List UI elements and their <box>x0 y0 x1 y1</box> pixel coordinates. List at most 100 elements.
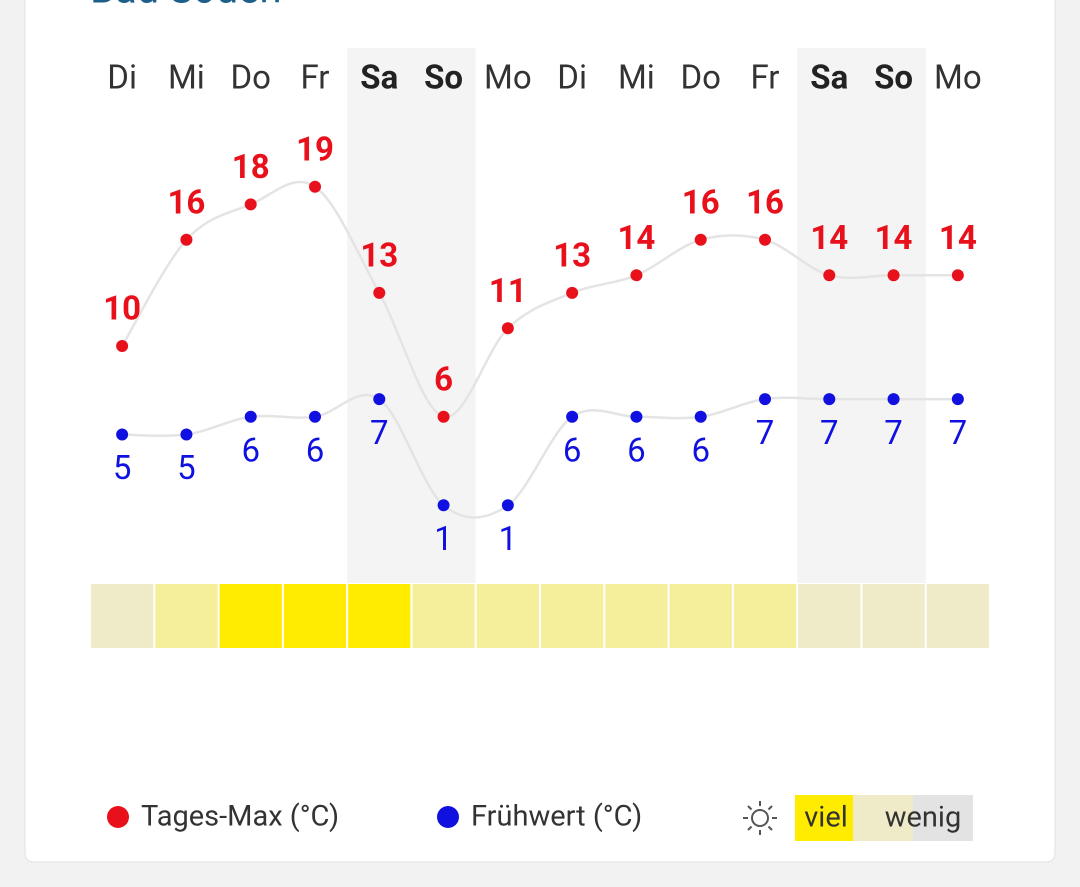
data-point <box>116 428 129 441</box>
data-point <box>630 410 643 423</box>
data-label: 1 <box>499 520 518 559</box>
data-point <box>244 410 257 423</box>
x-tick-label: Do <box>680 59 720 98</box>
x-tick-label: Mo <box>934 59 982 98</box>
data-point <box>823 269 836 282</box>
sunshine-cell <box>91 584 154 648</box>
data-point <box>309 180 321 193</box>
data-point <box>437 499 450 512</box>
data-point <box>887 269 900 282</box>
legend-label: Frühwert (°C) <box>471 800 642 834</box>
x-tick-label: Do <box>230 59 270 98</box>
data-point <box>501 322 514 335</box>
data-label: 13 <box>553 237 591 276</box>
data-label: 1 <box>434 520 453 559</box>
data-label: 7 <box>949 414 968 453</box>
x-tick-label: So <box>874 59 913 98</box>
data-point <box>887 393 900 406</box>
data-point <box>116 340 129 352</box>
data-point <box>437 410 450 423</box>
sun-icon <box>743 801 777 835</box>
x-tick-label: Sa <box>360 59 398 98</box>
data-point <box>951 269 964 282</box>
data-label: 6 <box>306 432 325 471</box>
data-point <box>951 393 964 406</box>
data-point <box>823 393 836 406</box>
x-tick-label: Sa <box>810 59 848 98</box>
sunshine-cell <box>283 584 347 648</box>
sunshine-cell <box>541 584 604 648</box>
data-label: 14 <box>939 219 977 258</box>
data-label: 7 <box>884 414 903 453</box>
data-label: 7 <box>756 414 775 453</box>
data-label: 14 <box>617 219 655 258</box>
legend-label: wenig <box>885 801 962 835</box>
data-label: 16 <box>682 184 720 223</box>
data-point <box>180 428 193 441</box>
data-label: 14 <box>875 219 913 258</box>
data-label: 13 <box>360 237 398 276</box>
x-tick-label: So <box>424 59 463 98</box>
x-tick-label: Mo <box>484 59 532 98</box>
x-tick-label: Fr <box>300 59 329 98</box>
weekend-shade <box>411 48 476 583</box>
sunshine-cell <box>733 584 797 648</box>
data-point <box>759 233 771 246</box>
sunshine-cell <box>155 584 218 648</box>
sunshine-cell <box>219 584 282 648</box>
data-point <box>309 410 321 423</box>
sunshine-cell <box>412 584 475 648</box>
sunshine-cell <box>862 584 925 648</box>
weekend-shade <box>797 48 862 583</box>
legend-swatch <box>853 795 913 841</box>
data-label: 16 <box>746 184 784 223</box>
data-label: 7 <box>370 414 389 453</box>
sunshine-cell <box>348 584 411 648</box>
data-label: 14 <box>810 219 848 258</box>
data-label: 6 <box>434 361 453 400</box>
sunshine-cell <box>798 584 861 648</box>
legend-marker <box>107 806 129 828</box>
data-label: 6 <box>241 432 260 471</box>
data-point <box>501 499 514 512</box>
legend-marker <box>437 806 459 828</box>
data-point <box>566 410 579 423</box>
data-label: 19 <box>296 130 334 169</box>
x-tick-label: Di <box>107 59 137 98</box>
data-point <box>566 286 579 299</box>
data-point <box>244 198 257 211</box>
x-tick-label: Fr <box>750 59 779 98</box>
x-tick-label: Di <box>557 59 587 98</box>
data-label: 5 <box>113 449 132 488</box>
x-tick-label: Mi <box>618 59 655 98</box>
legend-swatch <box>795 795 853 841</box>
legend-label: viel <box>804 801 848 835</box>
chart-title: Bad Soden <box>90 0 282 13</box>
data-point <box>373 286 386 299</box>
data-point <box>694 233 707 246</box>
sunshine-cell <box>669 584 732 648</box>
data-label: 6 <box>627 432 646 471</box>
sunshine-cell <box>926 584 989 648</box>
data-label: 11 <box>489 272 527 311</box>
legend-label: Tages-Max (°C) <box>141 800 339 834</box>
sunshine-cell <box>605 584 668 648</box>
data-label: 10 <box>103 290 141 329</box>
x-tick-label: Mi <box>168 59 205 98</box>
weekend-shade <box>861 48 926 583</box>
data-label: 6 <box>563 432 582 471</box>
weekend-shade <box>347 48 412 583</box>
data-point <box>630 269 643 282</box>
sunshine-cell <box>476 584 539 648</box>
data-label: 16 <box>167 184 205 223</box>
data-label: 7 <box>820 414 839 453</box>
data-label: 18 <box>232 148 270 187</box>
data-point <box>180 233 193 246</box>
data-point <box>759 393 771 406</box>
data-label: 5 <box>177 449 196 488</box>
legend-swatch <box>913 795 973 841</box>
series-line <box>122 393 958 519</box>
data-point <box>694 410 707 423</box>
data-label: 6 <box>691 432 710 471</box>
